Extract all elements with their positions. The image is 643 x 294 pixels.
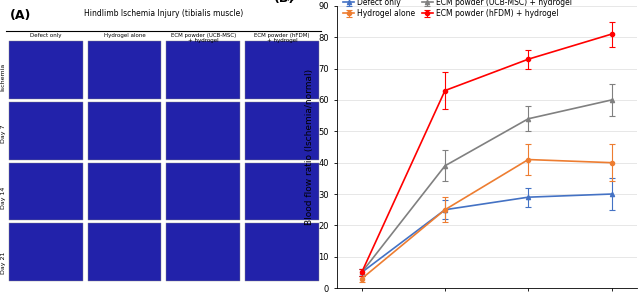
Text: ECM powder (hFDM)
+ hydrogel: ECM powder (hFDM) + hydrogel (254, 33, 310, 44)
Bar (167, 102, 240, 160)
Bar (167, 41, 240, 99)
Bar (245, 223, 319, 281)
Bar (167, 163, 240, 220)
Text: (A): (A) (10, 9, 31, 22)
Bar (245, 41, 319, 99)
Bar (87, 223, 161, 281)
Text: Day 21: Day 21 (1, 251, 6, 274)
Bar (87, 41, 161, 99)
Bar (9, 41, 83, 99)
Text: (B): (B) (274, 0, 295, 5)
Text: %: % (285, 0, 294, 3)
Bar (167, 223, 240, 281)
Bar (87, 163, 161, 220)
Text: Day 14: Day 14 (1, 186, 6, 209)
Text: Ischemia: Ischemia (1, 62, 6, 91)
Bar (87, 102, 161, 160)
Bar (9, 102, 83, 160)
Bar (245, 102, 319, 160)
Text: ECM powder (UCB-MSC)
+ hydrogel: ECM powder (UCB-MSC) + hydrogel (170, 33, 236, 44)
Bar (9, 223, 83, 281)
Bar (245, 163, 319, 220)
Text: Defect only: Defect only (30, 33, 62, 38)
Text: Hindlimb Ischemia Injury (tibialis muscle): Hindlimb Ischemia Injury (tibialis muscl… (84, 9, 244, 18)
Text: Hydrogel alone: Hydrogel alone (104, 33, 145, 38)
Bar (9, 163, 83, 220)
Legend: Defect only, Hydrogel alone, ECM powder (UCB-MSC) + hydrogel, ECM powder (hFDM) : Defect only, Hydrogel alone, ECM powder … (341, 0, 574, 21)
Y-axis label: Blood flow ratio (Ischemia/normal): Blood flow ratio (Ischemia/normal) (305, 69, 314, 225)
Text: Day 7: Day 7 (1, 124, 6, 143)
